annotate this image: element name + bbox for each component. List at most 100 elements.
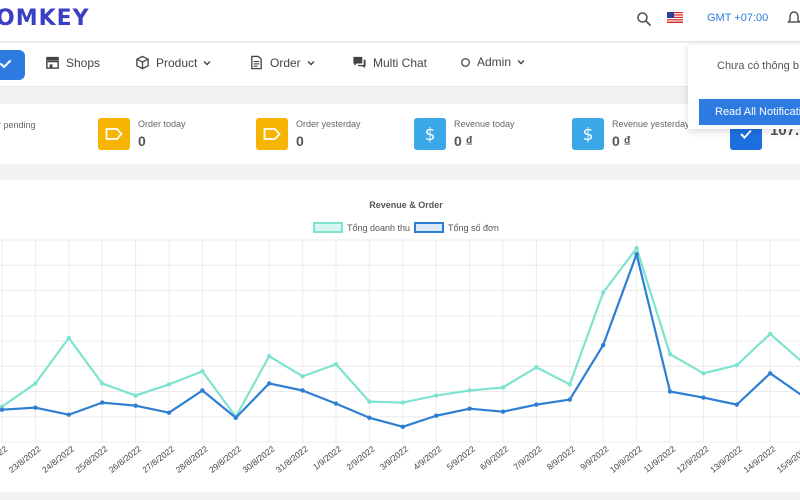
x-tick-label: 11/9/2022 [642,444,678,475]
data-point [400,400,405,405]
stat-value: 0 ₫ [454,133,473,149]
dollar-icon: $ [414,118,446,150]
main-nav: Shops Product Order Multi Chat [0,43,800,87]
nav-item-shops[interactable]: Shops [45,55,100,70]
data-point [367,415,372,420]
data-point [567,397,572,402]
svg-text:$: $ [425,125,436,144]
x-tick-label: 15/9/2022 [775,444,800,475]
nav-item-order[interactable]: Order [249,55,315,70]
data-point [534,365,539,370]
search-icon[interactable] [636,11,652,27]
data-point [267,353,272,359]
data-point [434,393,439,398]
x-tick-label: 26/8/2022 [107,444,143,475]
us-flag-icon[interactable] [667,12,683,23]
chart-grid [0,239,800,443]
series-line-1 [1,253,800,428]
tag-icon [256,118,288,150]
data-point [467,406,472,411]
data-point [300,388,305,393]
data-point [567,382,572,387]
revenue-order-chart-card: Revenue & Order Tổng doanh thu Tổng số đơ… [0,180,800,492]
data-point [634,251,639,257]
data-point [734,402,739,407]
data-point [133,403,138,408]
box-icon [136,55,149,70]
chat-icon [353,56,366,69]
stats-row: r pending Order today 0 Order yesterday … [0,104,800,164]
data-point [100,400,105,405]
read-all-notifications-button[interactable]: Read All Notifications [699,99,800,125]
svg-text:$: $ [583,125,594,144]
stat-label: Order yesterday [296,119,361,129]
data-point [701,395,706,400]
data-point [768,331,773,337]
timezone-selector[interactable]: GMT +07:00 [707,12,769,24]
data-point [33,405,38,410]
x-tick-label: 2/9/2022 [344,444,376,472]
data-point [66,335,72,341]
legend-label: Tổng doanh thu [347,223,410,233]
chart-x-ticks: 22/8/202223/8/202224/8/202225/8/202226/8… [0,444,800,475]
x-tick-label: 5/9/2022 [445,444,477,472]
stat-label: Revenue today [454,119,515,129]
legend-swatch [414,222,444,233]
data-point [667,389,673,394]
data-point [166,382,172,387]
data-point [500,409,506,414]
nav-label-order: Order [270,55,301,70]
data-point [434,413,439,418]
circle-icon [461,57,470,67]
x-tick-label: 1/9/2022 [311,444,343,472]
data-point [333,362,339,367]
bell-icon[interactable] [786,10,800,26]
x-tick-label: 24/8/2022 [40,444,76,475]
data-point [467,388,472,393]
data-point [601,342,606,348]
data-point [267,381,272,386]
x-tick-label: 25/8/2022 [73,444,109,475]
data-point [667,351,673,357]
app-logo[interactable]: OMKEY [0,6,90,31]
data-point [768,371,773,376]
data-point [634,245,639,251]
stat-value: 0 ₫ [612,133,631,149]
notification-empty-text: Chưa có thông b [717,60,799,72]
x-tick-label: 29/8/2022 [207,444,243,475]
data-point [200,388,205,393]
data-point [300,374,305,379]
tag-icon [98,118,130,150]
stat-label: Order today [138,119,186,129]
nav-label-admin: Admin [477,55,512,69]
nav-item-multi-chat[interactable]: Multi Chat [352,55,427,70]
x-tick-label: 13/9/2022 [708,444,744,475]
stat-label: Revenue yesterday [612,119,690,129]
nav-item-product[interactable]: Product [135,55,211,70]
stat-label-order-pending: r pending [0,120,36,130]
data-point [367,399,372,404]
legend-swatch [313,222,343,233]
data-point [534,402,539,407]
nav-label-shops: Shops [66,55,101,70]
data-point [233,415,238,420]
chart-series [0,245,800,430]
data-point [601,290,606,295]
x-tick-label: 9/9/2022 [578,444,610,472]
nav-item-admin[interactable]: Admin [460,55,525,69]
x-tick-label: 8/9/2022 [545,444,577,472]
nav-active-item[interactable] [0,50,25,80]
data-point [200,369,205,374]
chevron-down-icon [203,60,211,65]
chart-title: Revenue & Order [369,200,443,210]
data-point [166,410,172,415]
x-tick-label: 31/8/2022 [274,444,310,475]
x-tick-label: 3/9/2022 [378,444,410,472]
data-point [33,381,38,386]
chevron-down-icon [517,60,525,65]
document-icon [251,55,262,70]
data-point [100,381,105,386]
x-tick-label: 7/9/2022 [511,444,543,472]
x-tick-label: 28/8/2022 [174,444,210,475]
top-bar: OMKEY GMT +07:00 [0,0,800,42]
